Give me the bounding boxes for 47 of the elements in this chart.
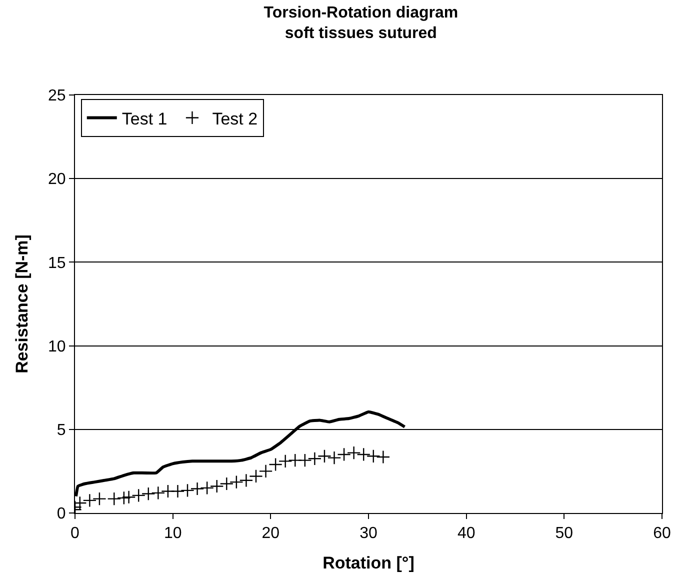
point bbox=[327, 450, 342, 465]
legend-label: Test 2 bbox=[212, 109, 258, 128]
point bbox=[190, 482, 204, 496]
point bbox=[141, 486, 156, 501]
x-axis-title: Rotation [°] bbox=[322, 554, 414, 573]
x-tick-label: 0 bbox=[70, 525, 80, 542]
y-tick-label: 5 bbox=[56, 422, 66, 439]
y-tick-label: 20 bbox=[48, 171, 66, 188]
y-tick-label: 0 bbox=[56, 506, 66, 523]
point bbox=[210, 479, 224, 494]
x-tick-label: 20 bbox=[262, 525, 280, 542]
point bbox=[151, 486, 166, 500]
point bbox=[298, 453, 312, 468]
point bbox=[337, 448, 351, 462]
point bbox=[239, 474, 254, 488]
point bbox=[122, 490, 136, 504]
legend-label: Test 1 bbox=[122, 109, 168, 128]
point bbox=[200, 481, 214, 495]
point bbox=[82, 494, 97, 508]
point bbox=[346, 446, 361, 460]
x-tick-label: 30 bbox=[360, 525, 378, 542]
point bbox=[366, 449, 380, 464]
point bbox=[117, 491, 131, 505]
y-tick-label: 25 bbox=[48, 88, 66, 105]
point bbox=[180, 484, 194, 498]
point bbox=[308, 452, 322, 466]
point bbox=[318, 449, 332, 464]
point bbox=[249, 469, 263, 484]
point bbox=[278, 454, 292, 468]
y-tick-label: 10 bbox=[48, 338, 66, 356]
point bbox=[268, 458, 282, 472]
x-tick-label: 10 bbox=[164, 525, 182, 542]
point bbox=[170, 484, 185, 498]
x-tick-label: 40 bbox=[457, 525, 476, 542]
point bbox=[258, 464, 273, 478]
point bbox=[230, 475, 244, 489]
point bbox=[107, 492, 122, 506]
y-tick-label: 15 bbox=[48, 254, 66, 272]
y-axis-title: Resistance [N-m] bbox=[12, 234, 32, 374]
x-tick-label: 60 bbox=[653, 525, 671, 542]
point bbox=[132, 488, 146, 502]
x-tick-label: 50 bbox=[555, 525, 574, 542]
point bbox=[356, 448, 371, 462]
point bbox=[220, 476, 234, 491]
chart-title: Torsion-Rotation diagram soft tissues sutured bbox=[264, 4, 458, 42]
point bbox=[92, 492, 106, 506]
point bbox=[376, 450, 390, 464]
